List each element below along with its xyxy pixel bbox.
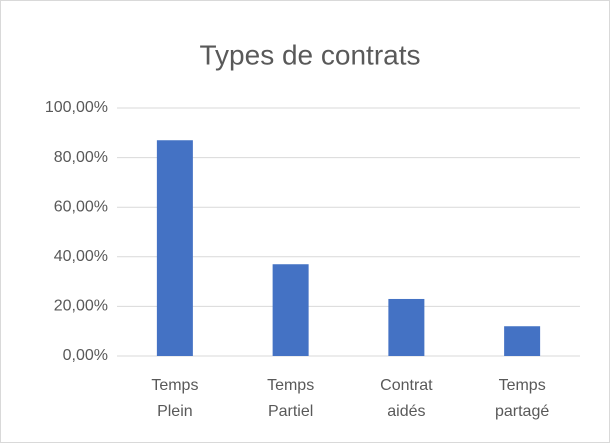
x-tick-label: Contrat aidés — [380, 377, 433, 420]
bar — [272, 264, 309, 356]
x-tick-label: Temps Plein — [151, 377, 198, 420]
bar — [388, 298, 425, 356]
x-tick-label: Temps partagé — [495, 377, 549, 420]
x-tick-label: Temps Partiel — [267, 377, 314, 420]
y-tick-label: 0,00% — [63, 347, 108, 364]
bar — [504, 326, 541, 356]
y-tick-label: 40,00% — [54, 248, 108, 265]
y-tick-label: 20,00% — [54, 298, 108, 315]
y-tick-label: 80,00% — [54, 149, 108, 166]
bar — [156, 140, 193, 356]
y-tick-label: 100,00% — [45, 99, 108, 116]
chart-title: Types de contrats — [199, 39, 420, 70]
y-tick-label: 60,00% — [54, 198, 108, 215]
